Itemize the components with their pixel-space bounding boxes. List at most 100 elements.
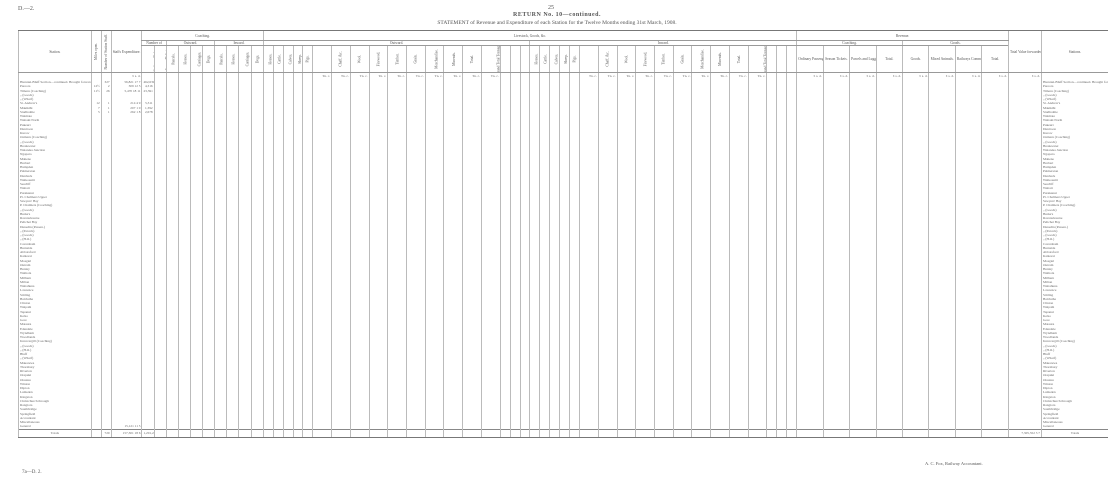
cell: [747, 122, 767, 127]
cell: [443, 250, 463, 255]
cell: [189, 237, 203, 242]
cell: [954, 114, 982, 119]
cell: [189, 105, 203, 110]
cell: [1007, 284, 1042, 289]
cell: [153, 352, 167, 357]
station-name-right: Wyndham: [1041, 330, 1108, 335]
cell: [654, 411, 674, 416]
staff-count: [100, 288, 112, 293]
cell: [519, 313, 530, 318]
cell: [424, 199, 444, 204]
cell: [954, 381, 982, 386]
staff-count: [100, 169, 112, 174]
cell: [579, 313, 599, 318]
station-name-right: Burnside: [1041, 245, 1108, 250]
cell: [226, 203, 239, 208]
cell: [443, 233, 463, 238]
staff-expenditure: [110, 177, 142, 182]
cell: [654, 415, 674, 420]
cell: [189, 216, 203, 221]
cell: [331, 118, 351, 123]
cell: [177, 279, 191, 284]
cell: [519, 262, 530, 267]
cell: [954, 288, 982, 293]
cell: [654, 398, 674, 403]
cell: [635, 322, 655, 327]
cell: [387, 216, 407, 221]
cell: [312, 118, 332, 123]
cell: [302, 190, 313, 195]
cell: [616, 403, 636, 408]
staff-expenditure: [110, 135, 142, 140]
cell: [635, 369, 655, 374]
cell: [165, 398, 179, 403]
cell: [387, 199, 407, 204]
cell: [539, 267, 550, 272]
ordinary-tickets: [141, 169, 155, 174]
cell: [875, 139, 903, 144]
cell: [672, 211, 692, 216]
cell: [776, 275, 787, 280]
col-blank-44: [776, 45, 787, 73]
cell: [302, 148, 313, 153]
cell: [901, 143, 929, 148]
cell: [635, 105, 655, 110]
cell: [165, 88, 179, 93]
cell: [786, 101, 797, 106]
cell: [250, 292, 264, 297]
station-name: Oamaru (Coaching): [18, 135, 92, 140]
cell: [202, 114, 215, 119]
cell: [875, 279, 903, 284]
cell: [282, 254, 293, 259]
cell: [981, 92, 1009, 97]
station-name: P. Chalmers (Coaching): [18, 203, 92, 208]
cell: [822, 352, 850, 357]
cell: [875, 211, 903, 216]
cell: [368, 335, 388, 340]
cell: [776, 177, 787, 182]
cell: [462, 356, 482, 361]
cell: [202, 258, 215, 263]
cell: [579, 267, 599, 272]
cell: [292, 199, 303, 204]
cell: [569, 143, 580, 148]
cell: [387, 352, 407, 357]
cell: [153, 267, 167, 272]
cell: [368, 271, 388, 276]
cell: [954, 199, 982, 204]
cell: [579, 143, 599, 148]
cell: [214, 343, 227, 348]
cell: [747, 160, 767, 165]
cell: [559, 262, 570, 267]
cell: [1007, 173, 1042, 178]
station-name: „ (Wharf): [18, 97, 92, 102]
cell: [312, 339, 332, 344]
cell: [766, 148, 777, 153]
cell: [292, 301, 303, 306]
cell: [509, 262, 521, 267]
cell: [529, 407, 540, 412]
cell: [901, 373, 929, 378]
staff-expenditure: [110, 301, 142, 306]
cell: [272, 114, 284, 119]
cell: [292, 109, 303, 114]
cell: [238, 101, 252, 106]
cell: [349, 377, 370, 382]
cell: [786, 139, 797, 144]
cell: [165, 284, 179, 289]
cell: [635, 292, 655, 297]
cell: [747, 101, 767, 106]
cell: [849, 131, 877, 136]
cell: [202, 330, 215, 335]
cell: [786, 330, 797, 335]
cell: [849, 245, 877, 250]
cell: [954, 105, 982, 110]
cell: [250, 390, 264, 395]
cell: [331, 194, 351, 199]
cell: [443, 156, 463, 161]
cell: [1007, 309, 1042, 314]
cell: [509, 364, 521, 369]
cell: [238, 335, 252, 340]
cell: [272, 109, 284, 114]
cell: [1007, 194, 1042, 199]
